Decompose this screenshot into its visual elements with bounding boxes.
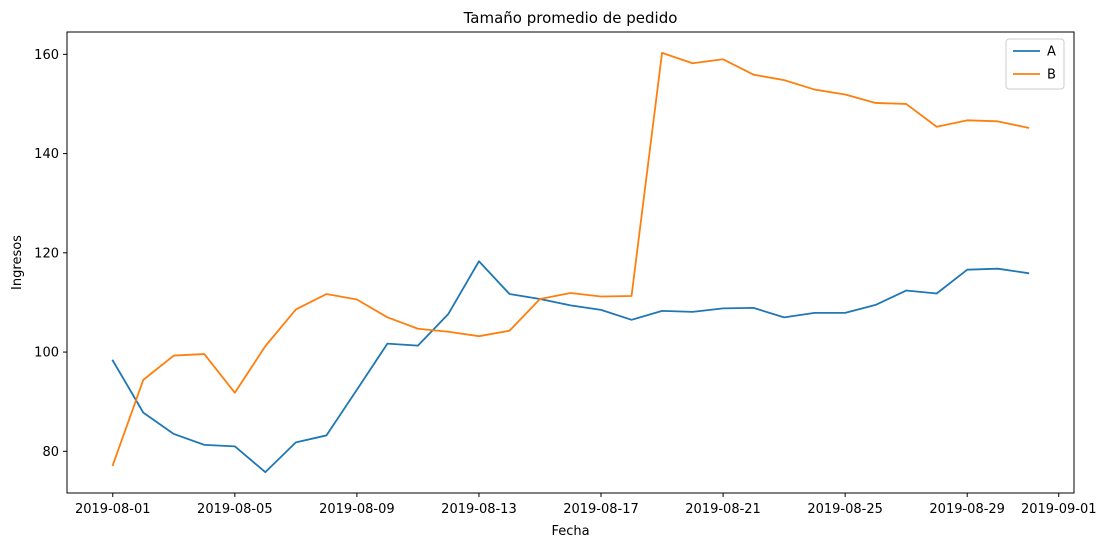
y-tick-label: 160	[34, 48, 59, 63]
y-tick-label: 120	[34, 246, 59, 261]
x-axis-title: Fecha	[551, 524, 589, 539]
x-tick-label: 2019-08-25	[807, 502, 883, 517]
y-tick-label: 140	[34, 147, 59, 162]
y-tick-label: 100	[34, 346, 59, 361]
x-tick-label: 2019-08-29	[929, 502, 1005, 517]
legend-label-a: A	[1047, 45, 1056, 60]
chart-title: Tamaño promedio de pedido	[463, 9, 678, 27]
series-line-a	[111, 260, 1030, 474]
y-axis-title: Ingresos	[10, 235, 25, 290]
x-tick-label: 2019-08-21	[685, 502, 761, 517]
y-tick-label: 80	[42, 445, 59, 460]
series-line-b	[111, 51, 1030, 467]
legend-label-b: B	[1047, 68, 1056, 83]
x-tick-label: 2019-09-01	[1021, 502, 1097, 517]
x-tick-label: 2019-08-13	[441, 502, 517, 517]
x-tick-label: 2019-08-05	[197, 502, 273, 517]
x-tick-label: 2019-08-17	[563, 502, 639, 517]
legend: AB	[1005, 38, 1065, 90]
x-tick-label: 2019-08-01	[75, 502, 151, 517]
x-tick-label: 2019-08-09	[319, 502, 395, 517]
plot-area: 80 100 120 140 160 2019-08-01 2019-08-05 2019-0…	[34, 31, 1097, 517]
plot-frame	[66, 31, 1075, 494]
